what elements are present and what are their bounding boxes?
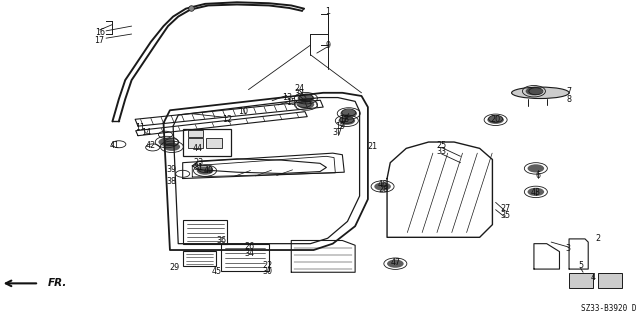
Text: 29: 29 xyxy=(169,263,180,272)
Text: 42: 42 xyxy=(146,141,156,150)
Text: 37: 37 xyxy=(333,128,343,137)
Text: 30: 30 xyxy=(262,267,273,276)
Text: 7: 7 xyxy=(566,87,572,96)
Text: 35: 35 xyxy=(500,211,510,219)
Text: 25: 25 xyxy=(436,141,447,150)
Text: 47: 47 xyxy=(390,258,401,267)
Text: SZ33-B3920 D: SZ33-B3920 D xyxy=(580,304,636,313)
Text: 3: 3 xyxy=(565,244,570,253)
Text: 2: 2 xyxy=(595,234,600,243)
Text: 43: 43 xyxy=(531,188,541,197)
Text: 11: 11 xyxy=(135,123,145,132)
Text: 46: 46 xyxy=(378,181,388,189)
Ellipse shape xyxy=(511,87,569,99)
Text: 26: 26 xyxy=(244,242,255,251)
Circle shape xyxy=(527,164,544,173)
Text: 15: 15 xyxy=(286,99,296,108)
Circle shape xyxy=(527,188,544,196)
Text: 27: 27 xyxy=(500,204,510,213)
Text: 8: 8 xyxy=(566,95,572,104)
FancyBboxPatch shape xyxy=(569,273,593,288)
Text: 38: 38 xyxy=(167,177,177,186)
Circle shape xyxy=(387,260,404,268)
Text: 20: 20 xyxy=(490,115,500,124)
FancyBboxPatch shape xyxy=(188,130,203,137)
Text: 41: 41 xyxy=(109,141,120,150)
Text: 45: 45 xyxy=(211,267,221,276)
Text: 31: 31 xyxy=(194,163,204,172)
Text: 22: 22 xyxy=(262,261,273,271)
Text: 36: 36 xyxy=(216,236,226,245)
Circle shape xyxy=(487,116,504,124)
Text: 6: 6 xyxy=(536,171,541,180)
FancyBboxPatch shape xyxy=(598,273,622,288)
Text: 39: 39 xyxy=(167,165,177,174)
Text: 9: 9 xyxy=(325,41,330,50)
Text: 19: 19 xyxy=(335,122,346,131)
Circle shape xyxy=(196,167,213,175)
Text: FR.: FR. xyxy=(47,278,67,288)
Text: 40: 40 xyxy=(204,166,213,175)
FancyBboxPatch shape xyxy=(188,138,203,148)
Text: 18: 18 xyxy=(339,115,349,124)
Text: 44: 44 xyxy=(193,144,202,153)
Text: 13: 13 xyxy=(282,93,292,102)
Text: 24: 24 xyxy=(294,84,305,93)
FancyBboxPatch shape xyxy=(206,138,221,148)
Text: 10: 10 xyxy=(238,108,248,116)
Text: 17: 17 xyxy=(95,36,105,45)
Circle shape xyxy=(525,87,542,95)
Circle shape xyxy=(159,138,175,146)
Text: 16: 16 xyxy=(95,28,105,37)
Text: 1: 1 xyxy=(325,7,330,16)
Text: 32: 32 xyxy=(294,89,305,98)
Circle shape xyxy=(298,94,314,102)
Circle shape xyxy=(339,117,355,125)
Text: 21: 21 xyxy=(367,142,378,151)
Text: 14: 14 xyxy=(141,128,151,137)
Text: 34: 34 xyxy=(244,249,255,258)
Text: 23: 23 xyxy=(194,158,204,167)
Circle shape xyxy=(340,109,357,118)
Text: 5: 5 xyxy=(578,261,583,271)
Text: 28: 28 xyxy=(379,185,389,194)
Text: 12: 12 xyxy=(222,115,232,124)
Text: 33: 33 xyxy=(436,147,446,156)
Circle shape xyxy=(164,143,180,151)
Circle shape xyxy=(374,182,391,191)
Circle shape xyxy=(298,100,314,109)
Text: 4: 4 xyxy=(591,272,596,281)
